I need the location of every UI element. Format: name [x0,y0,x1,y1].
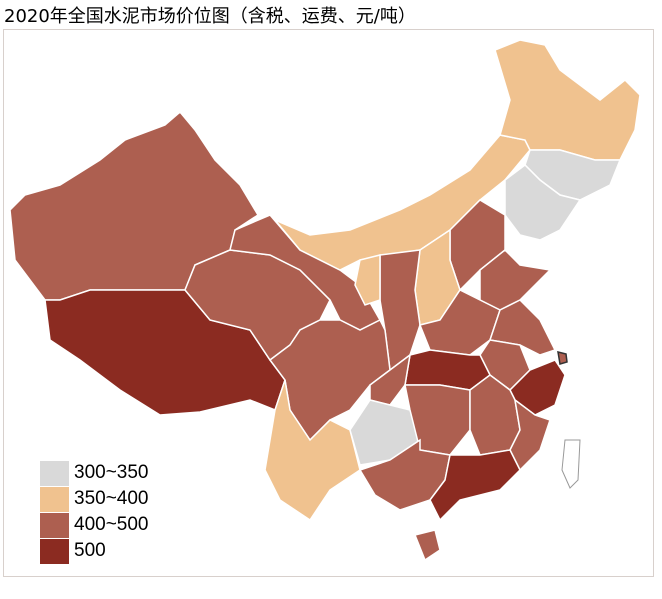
map-frame [3,29,654,577]
province-内蒙古 [274,134,531,271]
province-广东 [429,449,521,522]
legend: 300~350 350~400 400~500 500 [40,460,149,564]
legend-swatch [40,512,69,538]
legend-swatch [40,460,69,486]
province-海南 [413,529,441,562]
province-黑龙江 [494,39,641,161]
map-title: 2020年全国水泥市场价位图（含税、运费、元/吨） [4,6,416,27]
province-宁夏 [354,254,381,306]
legend-item: 500 [40,538,149,564]
province-上海 [557,350,568,365]
legend-label: 300~350 [74,462,149,483]
province-台湾 [561,439,581,489]
legend-label: 400~500 [74,514,149,535]
legend-label: 350~400 [74,488,149,509]
province-湖南 [404,384,471,456]
legend-swatch [40,538,69,564]
legend-label: 500 [74,540,106,561]
legend-item: 400~500 [40,512,149,538]
legend-swatch [40,486,69,512]
province-福建 [509,398,551,472]
legend-item: 350~400 [40,486,149,512]
legend-item: 300~350 [40,460,149,486]
province-辽宁 [504,164,582,241]
